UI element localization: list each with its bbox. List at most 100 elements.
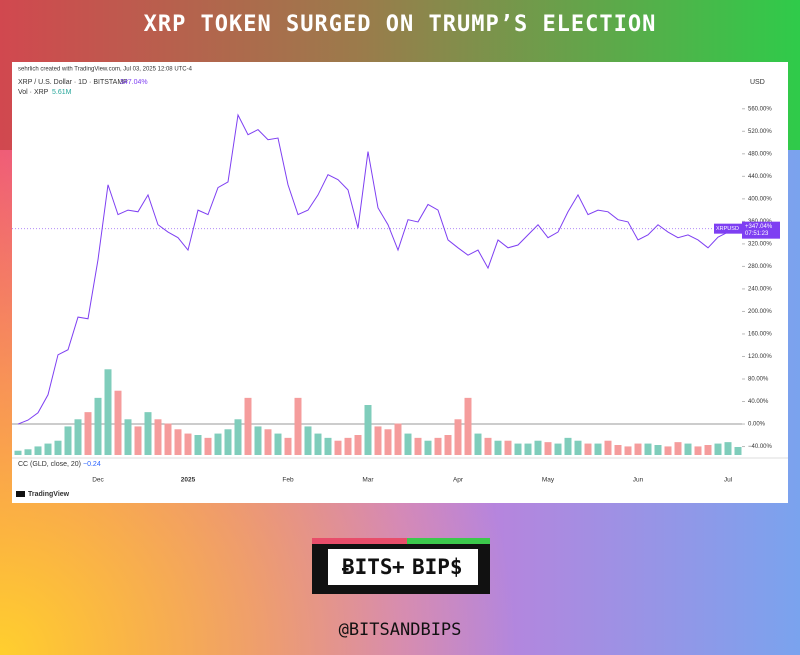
volume-bar (64, 426, 72, 455)
y-tick-label: 240.00% (748, 287, 772, 293)
y-tick-label: 280.00% (748, 264, 772, 270)
volume-bar (584, 443, 592, 455)
volume-bar (414, 437, 422, 455)
stripe (407, 538, 490, 544)
volume-value: 5.61M (52, 89, 72, 96)
x-tick-label: May (542, 477, 555, 484)
volume-bar (284, 437, 292, 455)
volume-bar (214, 433, 222, 455)
volume-bar (164, 423, 172, 455)
price-box (742, 221, 780, 239)
y-tick-label: −40.00% (748, 444, 773, 450)
volume-bar (84, 412, 92, 455)
volume-bar (184, 433, 192, 455)
volume-bar (704, 445, 712, 455)
currency: USD (750, 79, 765, 86)
volume-bar (374, 426, 382, 455)
volume-bar (404, 433, 412, 455)
x-tick-label: Dec (92, 477, 104, 484)
volume-bar (314, 433, 322, 455)
volume-bar (114, 390, 122, 455)
volume-bar (514, 443, 522, 455)
symbol-value: 347.04% (120, 79, 148, 86)
volume-bar (534, 440, 542, 455)
y-tick-label: 200.00% (748, 309, 772, 315)
volume-bar (664, 446, 672, 455)
y-tick-label: 120.00% (748, 354, 772, 360)
brand: TradingView (28, 491, 70, 498)
volume-bar (444, 435, 452, 455)
volume-bar (324, 437, 332, 455)
volume-bar (204, 437, 212, 455)
volume-bar (34, 446, 42, 455)
handle: @BITSANDBIPS (338, 620, 462, 640)
volume-bar (504, 440, 512, 455)
volume-bar (24, 449, 32, 455)
volume-bar (574, 440, 582, 455)
volume-bar (194, 435, 202, 455)
stripe (312, 538, 407, 544)
volume-bar (124, 419, 132, 455)
x-tick-label: 2025 (181, 477, 196, 484)
volume-bar (304, 426, 312, 455)
x-tick-label: Apr (453, 477, 464, 484)
price-name: XRPUSD (716, 226, 739, 232)
y-tick-label: 560.00% (748, 106, 772, 112)
volume-bar (624, 446, 632, 455)
y-tick-label: 40.00% (748, 399, 769, 405)
x-tick-label: Mar (362, 477, 374, 484)
volume-bar (724, 442, 732, 455)
volume-bar (524, 443, 532, 455)
x-tick-label: Jun (633, 477, 644, 484)
y-tick-label: 400.00% (748, 196, 772, 202)
volume-bar (154, 419, 162, 455)
volume-bar (434, 437, 442, 455)
logo-right: BIP$ (412, 555, 463, 579)
volume-bar (644, 443, 652, 455)
y-tick-label: 480.00% (748, 151, 772, 157)
volume-bar (474, 433, 482, 455)
logo-box (328, 549, 478, 585)
volume-bar (554, 443, 562, 455)
volume-bar (714, 443, 722, 455)
volume-bar (634, 443, 642, 455)
price-time: 07:51:23 (745, 231, 769, 237)
volume-bar (14, 450, 22, 455)
volume-bar (174, 429, 182, 455)
volume-bar (614, 445, 622, 455)
volume-bar (564, 437, 572, 455)
volume-bar (254, 426, 262, 455)
volume-bar (104, 369, 112, 455)
volume-bar (234, 419, 242, 455)
y-tick-label: 320.00% (748, 241, 772, 247)
volume-bar (594, 443, 602, 455)
volume-bar (684, 443, 692, 455)
indicator-name: CC (GLD, close, 20) (18, 461, 81, 468)
y-tick-label: 80.00% (748, 377, 769, 383)
volume-bar (134, 426, 142, 455)
volume-bar (144, 412, 152, 455)
logo: ɃITS + BIP$ (312, 538, 490, 594)
volume-bar (544, 442, 552, 455)
price-label: +347.04% (745, 224, 773, 230)
volume-bar (364, 405, 372, 455)
volume-bar (734, 446, 742, 455)
volume-bar (464, 397, 472, 455)
volume-bar (274, 433, 282, 455)
volume-bar (424, 440, 432, 455)
volume-bar (394, 423, 402, 455)
volume-bar (224, 429, 232, 455)
volume-bar (344, 437, 352, 455)
volume-bar (654, 445, 662, 455)
volume-bar (494, 440, 502, 455)
brand-icon (16, 491, 25, 497)
indicator-value: −0.24 (83, 461, 101, 468)
volume-bar (484, 437, 492, 455)
volume-bar (674, 442, 682, 455)
x-tick-label: Feb (282, 477, 294, 484)
line (17, 113, 739, 425)
y-tick-label: 0.00% (748, 422, 766, 428)
volume-bar (74, 419, 82, 455)
